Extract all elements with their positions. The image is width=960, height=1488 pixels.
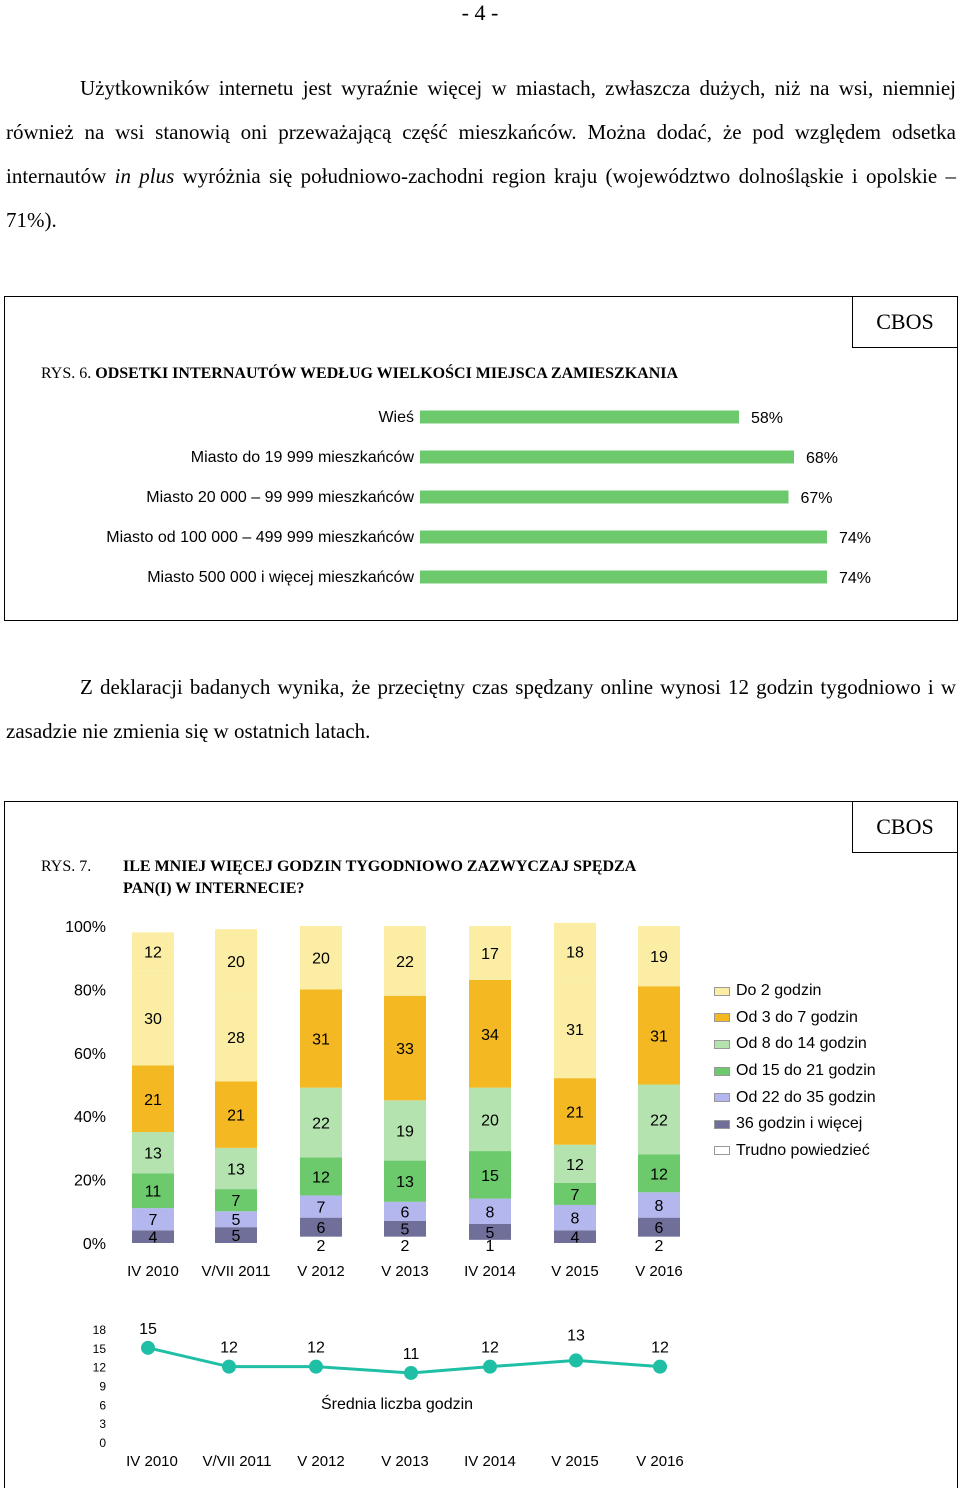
legend-label: Od 8 do 14 godzin	[736, 1035, 867, 1053]
bar	[420, 530, 827, 544]
legend-swatch	[714, 1093, 730, 1103]
legend-swatch	[714, 1039, 730, 1049]
bar	[420, 450, 794, 464]
legend-swatch	[714, 1066, 730, 1076]
bar-value-label: 74%	[839, 570, 871, 587]
bar-category-label: Miasto do 19 999 mieszkańców	[191, 449, 415, 466]
bar-value-label: 74%	[839, 530, 871, 547]
legend-swatch	[714, 1119, 730, 1129]
figure-6-caption: RYS. 6. ODSETKI INTERNAUTÓW WEDŁUG WIELK…	[41, 365, 679, 382]
legend-item: Od 8 do 14 godzin	[714, 1031, 876, 1058]
bar-value-label: 67%	[801, 490, 833, 507]
legend-swatch	[714, 986, 730, 996]
bar-category-label: Miasto 20 000 – 99 999 mieszkańców	[146, 489, 414, 506]
paragraph-2: Z deklaracji badanych wynika, że przecię…	[6, 675, 956, 743]
paragraph-1: Użytkowników internetu jest wyraźnie wię…	[6, 76, 957, 232]
legend-label: Trudno powiedzieć	[736, 1141, 870, 1159]
legend-label: Od 3 do 7 godzin	[736, 1008, 858, 1026]
figure-7-title: ILE MNIEJ WIĘCEJ GODZIN TYGODNIOWO ZAZWY…	[123, 858, 637, 897]
bar-category-label: Wieś	[378, 409, 414, 426]
figure-7-label: RYS. 7.	[41, 858, 92, 875]
bar-value-label: 58%	[751, 410, 783, 427]
figure-7-frame: CBOS RYS. 7. ILE MNIEJ WIĘCEJ GODZIN TYG…	[4, 801, 958, 1488]
legend-swatch	[714, 1013, 730, 1023]
bar-category-label: Miasto od 100 000 – 499 999 mieszkańców	[106, 529, 414, 546]
legend-item: 36 godzin i więcej	[714, 1111, 876, 1138]
cbos-badge: CBOS	[852, 801, 958, 853]
legend-label: Od 22 do 35 godzin	[736, 1088, 876, 1106]
legend-item: Od 22 do 35 godzin	[714, 1084, 876, 1111]
legend-label: 36 godzin i więcej	[736, 1115, 863, 1133]
legend-label: Od 15 do 21 godzin	[736, 1062, 876, 1080]
bar	[420, 410, 739, 424]
bar	[420, 570, 827, 584]
cbos-badge: CBOS	[852, 296, 958, 348]
legend-item: Od 15 do 21 godzin	[714, 1058, 876, 1085]
bar-value-label: 68%	[806, 450, 838, 467]
figure-6-frame: CBOS RYS. 6. ODSETKI INTERNAUTÓW WEDŁUG …	[4, 296, 958, 621]
internet-users-by-town-size-chart: Wieś 58% Miasto do 19 999 mieszkańców 68% Mi…	[106, 409, 871, 587]
legend-label: Do 2 godzin	[736, 982, 822, 1000]
legend-swatch	[714, 1146, 730, 1156]
legend-item: Trudno powiedzieć	[714, 1138, 876, 1165]
legend-item: Do 2 godzin	[714, 978, 876, 1005]
bar-category-label: Miasto 500 000 i więcej mieszkańców	[147, 569, 414, 586]
page-number: - 4 -	[461, 0, 499, 25]
bar	[420, 490, 789, 504]
legend-item: Od 3 do 7 godzin	[714, 1005, 876, 1032]
hours-legend: Do 2 godzin Od 3 do 7 godzin Od 8 do 14 go…	[714, 978, 876, 1164]
